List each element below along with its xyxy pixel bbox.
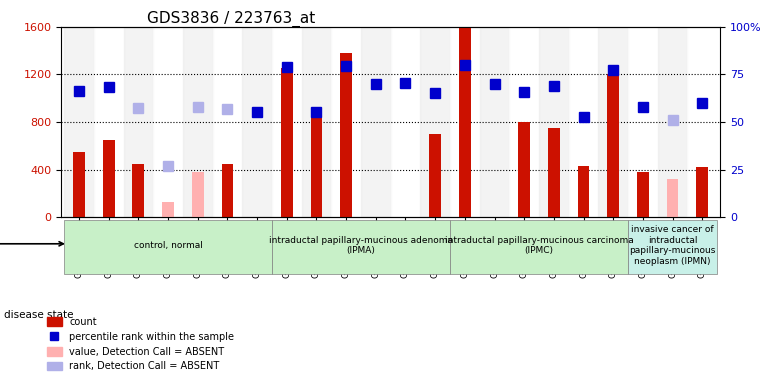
Bar [519,122,530,217]
Bar [459,27,471,217]
Bar [539,27,568,217]
Bar [73,152,85,217]
Bar [598,27,628,217]
Bar [103,140,115,217]
Bar [183,27,213,217]
Bar [192,172,204,217]
Text: disease state: disease state [0,239,64,249]
Bar [281,68,293,217]
Bar [361,27,391,217]
Bar [162,202,174,217]
Bar [302,27,332,217]
Bar [628,27,658,217]
Bar [242,27,272,217]
Text: GDS3836 / 223763_at: GDS3836 / 223763_at [147,11,315,27]
Bar [272,27,302,217]
Bar [64,27,94,217]
Bar [696,167,709,217]
Bar [607,74,619,217]
Bar [480,27,509,217]
Bar [221,164,234,217]
Bar [391,27,421,217]
Text: intraductal papillary-mucinous carcinoma
(IPMC): intraductal papillary-mucinous carcinoma… [444,236,633,255]
Bar [429,134,441,217]
FancyBboxPatch shape [64,220,272,273]
Bar [658,27,687,217]
Bar [94,27,123,217]
Bar [310,113,322,217]
Bar [123,27,153,217]
Bar [666,179,679,217]
Bar [450,27,480,217]
Text: control, normal: control, normal [134,241,202,250]
Bar [578,166,590,217]
Legend: count, percentile rank within the sample, value, Detection Call = ABSENT, rank, : count, percentile rank within the sample… [43,313,238,375]
FancyBboxPatch shape [628,220,717,273]
Bar [687,27,717,217]
FancyBboxPatch shape [272,220,450,273]
Bar [509,27,539,217]
FancyBboxPatch shape [450,220,628,273]
Bar [153,27,183,217]
Text: disease state: disease state [4,310,74,320]
Bar [421,27,450,217]
Bar [332,27,361,217]
Bar [133,164,144,217]
Bar [568,27,598,217]
Text: intraductal papillary-mucinous adenoma
(IPMA): intraductal papillary-mucinous adenoma (… [269,236,453,255]
Bar [637,172,649,217]
Bar [213,27,242,217]
Text: invasive cancer of
intraductal
papillary-mucinous
neoplasm (IPMN): invasive cancer of intraductal papillary… [630,225,715,266]
Bar [548,128,560,217]
Bar [340,53,352,217]
